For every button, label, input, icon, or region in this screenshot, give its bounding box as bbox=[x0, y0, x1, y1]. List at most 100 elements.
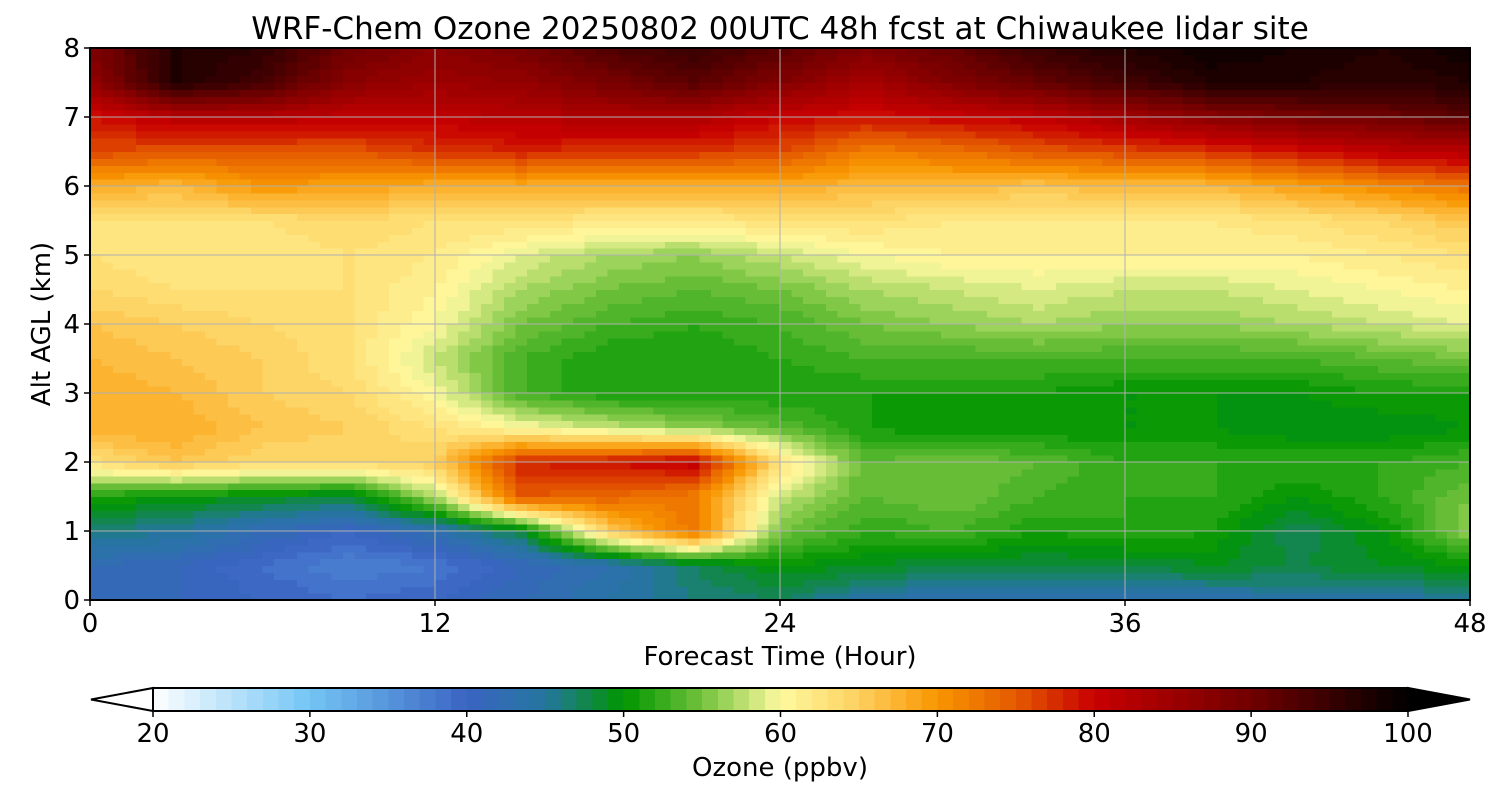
field-cell bbox=[308, 544, 321, 553]
field-cell bbox=[1320, 317, 1333, 325]
field-cell bbox=[826, 482, 839, 491]
field-cell bbox=[665, 475, 678, 484]
field-cell bbox=[527, 579, 540, 587]
field-cell bbox=[1217, 468, 1230, 477]
field-cell bbox=[1056, 593, 1069, 600]
field-cell bbox=[1240, 386, 1253, 394]
field-cell bbox=[1447, 379, 1460, 387]
field-cell bbox=[1171, 524, 1184, 532]
field-cell bbox=[1171, 551, 1184, 560]
field-cell bbox=[826, 399, 839, 408]
field-cell bbox=[1194, 558, 1207, 567]
field-cell bbox=[1228, 344, 1241, 353]
field-cell bbox=[1205, 420, 1218, 429]
field-cell bbox=[1401, 482, 1414, 491]
field-cell bbox=[1056, 524, 1069, 532]
field-cell bbox=[757, 510, 770, 518]
field-cell bbox=[573, 310, 586, 318]
field-cell bbox=[596, 572, 609, 580]
field-cell bbox=[929, 482, 942, 491]
field-cell bbox=[331, 393, 344, 401]
field-cell bbox=[412, 579, 425, 587]
field-cell bbox=[573, 337, 586, 346]
field-cell bbox=[113, 351, 126, 360]
field-cell bbox=[952, 413, 965, 422]
field-cell bbox=[1389, 351, 1402, 360]
field-cell bbox=[1274, 393, 1287, 401]
field-cell bbox=[331, 462, 344, 470]
field-cell bbox=[688, 537, 701, 546]
field-cell bbox=[1125, 413, 1138, 422]
field-cell bbox=[1458, 475, 1470, 484]
field-cell bbox=[1205, 496, 1218, 504]
field-cell bbox=[929, 455, 942, 463]
field-cell bbox=[1320, 399, 1333, 408]
field-cell bbox=[768, 317, 781, 325]
field-cell bbox=[205, 344, 218, 353]
field-cell bbox=[630, 441, 643, 449]
field-cell bbox=[860, 482, 873, 491]
field-cell bbox=[573, 475, 586, 484]
field-cell bbox=[1343, 337, 1356, 346]
field-cell bbox=[607, 351, 620, 360]
field-cell bbox=[1286, 572, 1299, 580]
field-cell bbox=[354, 496, 367, 504]
field-cell bbox=[481, 365, 494, 373]
field-cell bbox=[642, 531, 655, 539]
field-cell bbox=[906, 489, 919, 498]
field-cell bbox=[1102, 324, 1115, 332]
field-cell bbox=[1067, 537, 1080, 546]
field-cell bbox=[1251, 544, 1264, 553]
field-cell bbox=[607, 537, 620, 546]
field-cell bbox=[308, 386, 321, 394]
field-cell bbox=[389, 344, 402, 353]
field-cell bbox=[849, 524, 862, 532]
field-cell bbox=[734, 434, 747, 442]
field-cell bbox=[1079, 503, 1092, 511]
field-cell bbox=[872, 572, 885, 580]
field-cell bbox=[573, 517, 586, 525]
field-cell bbox=[308, 593, 321, 600]
field-cell bbox=[837, 324, 850, 332]
field-cell bbox=[1148, 372, 1161, 380]
field-cell bbox=[1378, 586, 1391, 594]
field-cell bbox=[1435, 489, 1448, 498]
field-cell bbox=[849, 448, 862, 456]
field-cell bbox=[550, 337, 563, 346]
field-cell bbox=[619, 489, 632, 498]
field-cell bbox=[734, 475, 747, 484]
field-cell bbox=[814, 510, 827, 518]
field-cell bbox=[849, 420, 862, 429]
field-cell bbox=[711, 344, 724, 353]
field-cell bbox=[1263, 344, 1276, 353]
field-cell bbox=[124, 551, 137, 560]
field-cell bbox=[1332, 510, 1345, 518]
field-cell bbox=[1435, 406, 1448, 415]
field-cell bbox=[527, 455, 540, 463]
field-cell bbox=[1205, 413, 1218, 422]
field-cell bbox=[1113, 482, 1126, 491]
field-cell bbox=[1251, 358, 1264, 366]
field-cell bbox=[274, 372, 287, 380]
field-cell bbox=[216, 441, 229, 449]
field-cell bbox=[1309, 420, 1322, 429]
field-cell bbox=[239, 565, 252, 573]
field-cell bbox=[285, 413, 298, 422]
field-cell bbox=[205, 524, 218, 532]
field-cell bbox=[1148, 482, 1161, 491]
field-cell bbox=[1021, 565, 1034, 573]
field-cell bbox=[1320, 558, 1333, 567]
field-cell bbox=[642, 413, 655, 422]
field-cell bbox=[1447, 551, 1460, 560]
field-cell bbox=[1171, 317, 1184, 325]
field-cell bbox=[1263, 393, 1276, 401]
field-cell bbox=[619, 524, 632, 532]
field-cell bbox=[1044, 317, 1057, 325]
field-cell bbox=[1389, 344, 1402, 353]
field-cell bbox=[1148, 441, 1161, 449]
field-cell bbox=[1113, 399, 1126, 408]
field-cell bbox=[320, 537, 333, 546]
field-cell bbox=[147, 468, 160, 477]
field-cell bbox=[1125, 455, 1138, 463]
field-cell bbox=[1251, 434, 1264, 442]
